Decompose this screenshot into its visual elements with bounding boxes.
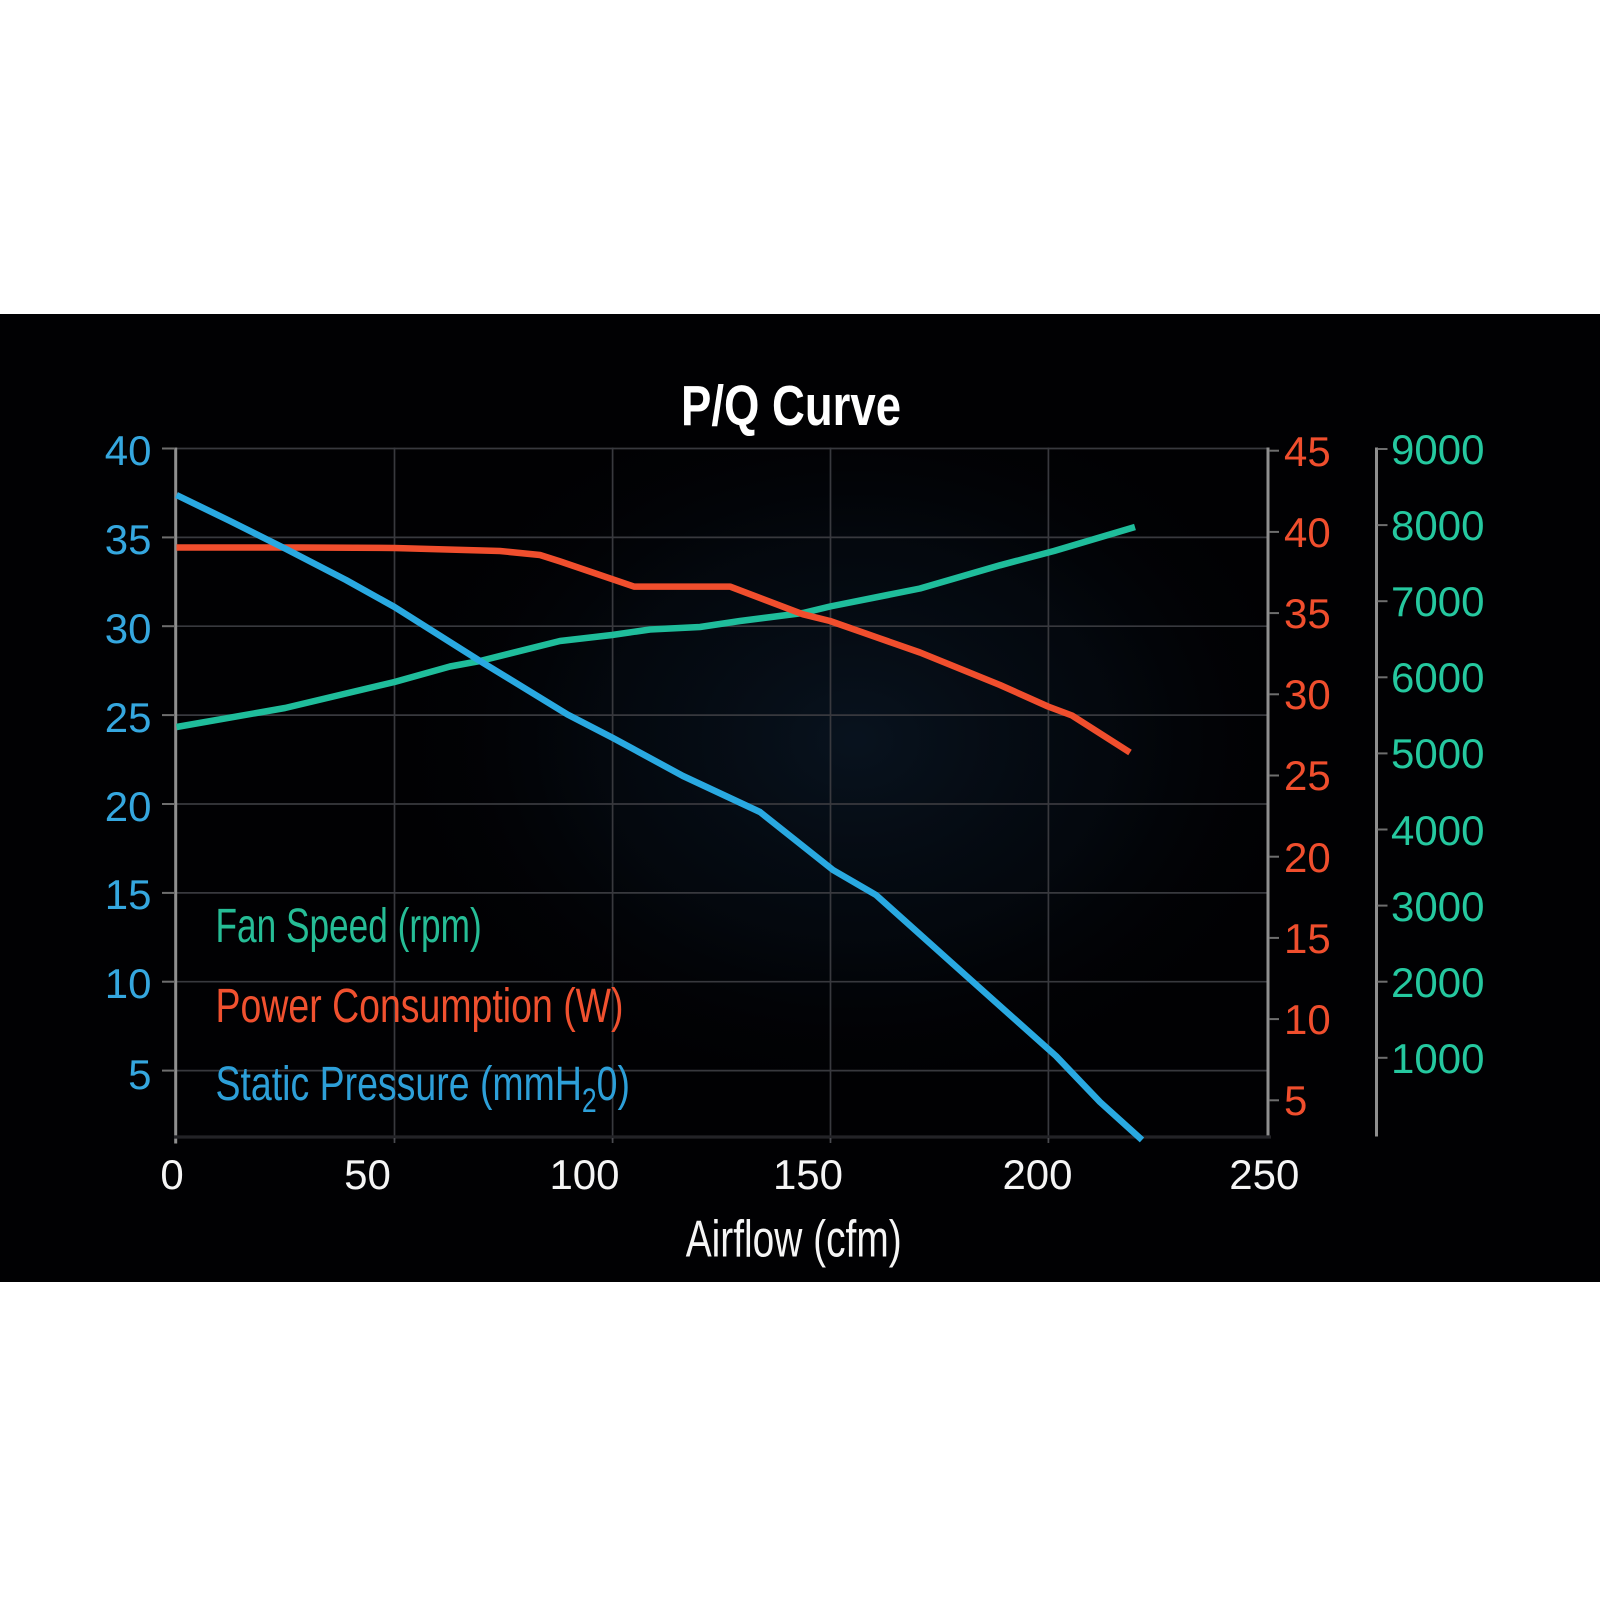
svg-text:30: 30: [1284, 671, 1331, 718]
svg-text:7000: 7000: [1391, 578, 1484, 625]
svg-text:0: 0: [160, 1151, 183, 1198]
svg-text:2000: 2000: [1391, 959, 1484, 1006]
svg-text:5: 5: [128, 1051, 151, 1098]
svg-text:20: 20: [105, 783, 152, 830]
svg-text:150: 150: [773, 1151, 843, 1198]
svg-text:40: 40: [105, 427, 152, 474]
svg-text:250: 250: [1229, 1151, 1299, 1198]
svg-text:5: 5: [1284, 1077, 1307, 1124]
svg-text:Static Pressure (mmH20): Static Pressure (mmH20): [216, 1058, 631, 1120]
svg-text:35: 35: [105, 516, 152, 563]
svg-text:15: 15: [105, 871, 152, 918]
svg-text:10: 10: [1284, 996, 1331, 1043]
svg-text:20: 20: [1284, 834, 1331, 881]
svg-text:Power Consumption (W): Power Consumption (W): [216, 980, 624, 1033]
svg-text:P/Q Curve: P/Q Curve: [681, 374, 901, 438]
svg-text:35: 35: [1284, 590, 1331, 637]
svg-text:1000: 1000: [1391, 1035, 1484, 1082]
svg-text:25: 25: [1284, 752, 1331, 799]
svg-text:6000: 6000: [1391, 654, 1484, 701]
svg-text:4000: 4000: [1391, 807, 1484, 854]
svg-text:200: 200: [1002, 1151, 1072, 1198]
svg-text:5000: 5000: [1391, 730, 1484, 777]
svg-text:45: 45: [1284, 428, 1331, 475]
svg-text:25: 25: [105, 694, 152, 741]
svg-text:Airflow (cfm): Airflow (cfm): [686, 1211, 902, 1269]
svg-text:Fan Speed (rpm): Fan Speed (rpm): [216, 900, 482, 953]
svg-text:10: 10: [105, 960, 152, 1007]
svg-text:30: 30: [105, 605, 152, 652]
svg-text:100: 100: [549, 1151, 619, 1198]
svg-text:15: 15: [1284, 915, 1331, 962]
svg-text:3000: 3000: [1391, 883, 1484, 930]
svg-text:8000: 8000: [1391, 502, 1484, 549]
svg-text:40: 40: [1284, 509, 1331, 556]
svg-text:9000: 9000: [1391, 426, 1484, 473]
svg-text:50: 50: [344, 1151, 391, 1198]
